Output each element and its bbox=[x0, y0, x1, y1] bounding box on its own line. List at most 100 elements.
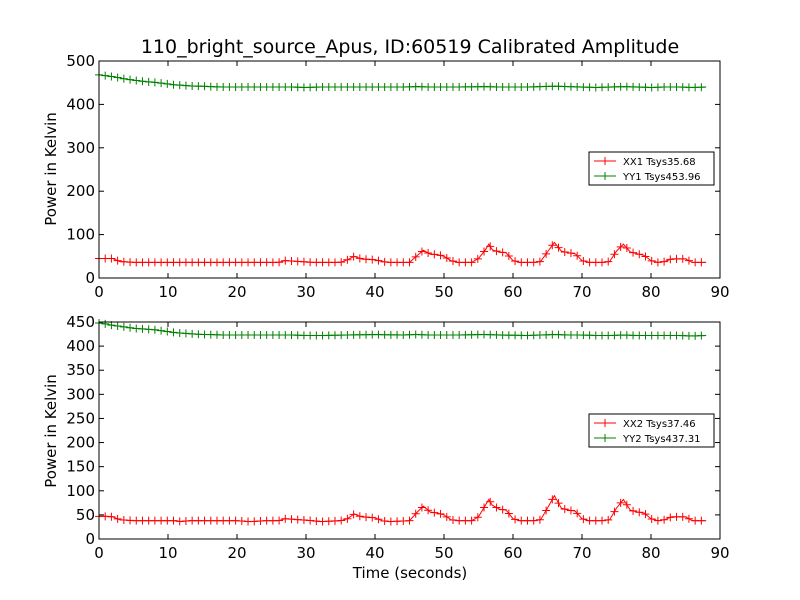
data-point-marker bbox=[548, 241, 557, 250]
data-point-marker bbox=[610, 507, 619, 516]
data-point-marker bbox=[101, 319, 110, 328]
data-point-marker bbox=[486, 242, 495, 251]
data-point-marker bbox=[480, 503, 489, 512]
data-point-marker bbox=[697, 331, 706, 340]
y-tick-label: 50 bbox=[76, 506, 95, 524]
x-tick-label: 60 bbox=[503, 544, 522, 562]
y-tick-label: 250 bbox=[66, 409, 95, 427]
data-point-marker bbox=[126, 75, 135, 84]
data-point-marker bbox=[653, 258, 662, 267]
data-point-marker bbox=[405, 258, 414, 267]
data-point-marker bbox=[529, 258, 538, 267]
data-point-marker bbox=[101, 71, 110, 80]
data-point-marker bbox=[610, 250, 619, 259]
x-tick-label: 70 bbox=[572, 544, 591, 562]
data-point-marker bbox=[554, 499, 563, 508]
data-point-marker bbox=[616, 498, 625, 507]
data-point-marker bbox=[119, 74, 128, 83]
data-point-marker bbox=[629, 248, 638, 257]
x-tick-label: 50 bbox=[434, 544, 453, 562]
data-point-marker bbox=[411, 252, 420, 261]
top-y-axis-label: Power in Kelvin bbox=[42, 112, 60, 226]
data-point-marker bbox=[424, 506, 433, 515]
x-axis-label: Time (seconds) bbox=[352, 564, 468, 582]
x-tick-label: 0 bbox=[94, 544, 104, 562]
legend-marker-2 bbox=[601, 172, 609, 180]
data-point-marker bbox=[163, 79, 172, 88]
x-tick-label: 80 bbox=[641, 283, 660, 301]
legend-marker-1 bbox=[601, 419, 609, 427]
y-tick-label: 400 bbox=[66, 95, 95, 113]
data-point-marker bbox=[107, 512, 116, 521]
data-point-marker bbox=[548, 495, 557, 504]
data-point-marker bbox=[622, 500, 631, 509]
data-point-marker bbox=[622, 244, 631, 253]
data-point-marker bbox=[467, 258, 476, 267]
data-point-marker bbox=[411, 509, 420, 518]
data-point-marker bbox=[498, 505, 507, 514]
data-point-marker bbox=[641, 252, 650, 261]
data-point-marker bbox=[629, 506, 638, 515]
data-point-marker bbox=[660, 257, 669, 266]
x-tick-label: 70 bbox=[572, 283, 591, 301]
data-point-marker bbox=[150, 325, 159, 334]
data-point-marker bbox=[647, 514, 656, 523]
data-point-marker bbox=[349, 510, 358, 519]
legend-marker-2 bbox=[601, 434, 609, 442]
x-tick-label: 0 bbox=[94, 283, 104, 301]
y-tick-label: 450 bbox=[66, 313, 95, 331]
data-point-marker bbox=[542, 249, 551, 258]
y-tick-label: 200 bbox=[66, 182, 95, 200]
x-tick-label: 90 bbox=[710, 283, 729, 301]
data-point-marker bbox=[598, 258, 607, 267]
data-point-marker bbox=[492, 247, 501, 256]
data-point-marker bbox=[368, 255, 377, 264]
y-tick-label: 200 bbox=[66, 434, 95, 452]
data-point-marker bbox=[635, 508, 644, 517]
data-point-marker bbox=[579, 256, 588, 265]
data-point-marker bbox=[430, 508, 439, 517]
data-point-marker bbox=[598, 516, 607, 525]
y-tick-label: 100 bbox=[66, 226, 95, 244]
data-point-marker bbox=[157, 326, 166, 335]
data-point-marker bbox=[660, 515, 669, 524]
data-point-marker bbox=[511, 515, 520, 524]
data-point-marker bbox=[424, 248, 433, 257]
bottom-y-axis-label: Power in Kelvin bbox=[42, 374, 60, 488]
y-tick-label: 0 bbox=[85, 269, 95, 287]
legend-marker-1 bbox=[601, 157, 609, 165]
x-tick-label: 10 bbox=[158, 283, 177, 301]
data-point-marker bbox=[566, 506, 575, 515]
data-point-marker bbox=[529, 516, 538, 525]
x-tick-label: 10 bbox=[158, 544, 177, 562]
y-tick-label: 150 bbox=[66, 458, 95, 476]
x-tick-label: 20 bbox=[227, 283, 246, 301]
data-point-marker bbox=[560, 505, 569, 514]
data-point-marker bbox=[498, 248, 507, 257]
data-point-marker bbox=[697, 83, 706, 92]
series-line-1 bbox=[99, 494, 707, 523]
data-point-marker bbox=[511, 257, 520, 266]
data-point-marker bbox=[169, 516, 178, 525]
legend-box bbox=[588, 413, 715, 448]
data-point-marker bbox=[473, 254, 482, 263]
data-point-marker bbox=[542, 506, 551, 515]
data-point-marker bbox=[635, 250, 644, 259]
data-point-marker bbox=[486, 497, 495, 506]
data-point-marker bbox=[442, 254, 451, 263]
legend: XX2 Tsys37.46 YY2 Tsys437.31 bbox=[588, 413, 715, 448]
data-point-marker bbox=[107, 254, 116, 263]
data-point-marker bbox=[448, 516, 457, 524]
data-point-marker bbox=[684, 514, 693, 523]
data-point-marker bbox=[573, 509, 582, 518]
data-point-marker bbox=[113, 73, 122, 82]
x-tick-label: 20 bbox=[227, 544, 246, 562]
data-point-marker bbox=[368, 513, 377, 522]
data-point-marker bbox=[684, 256, 693, 265]
data-point-marker bbox=[678, 512, 687, 521]
x-tick-label: 40 bbox=[365, 283, 384, 301]
data-point-marker bbox=[157, 79, 166, 88]
y-tick-label: 400 bbox=[66, 337, 95, 355]
legend-box bbox=[588, 151, 715, 186]
legend-label-1: XX1 Tsys35.68 bbox=[623, 157, 696, 168]
